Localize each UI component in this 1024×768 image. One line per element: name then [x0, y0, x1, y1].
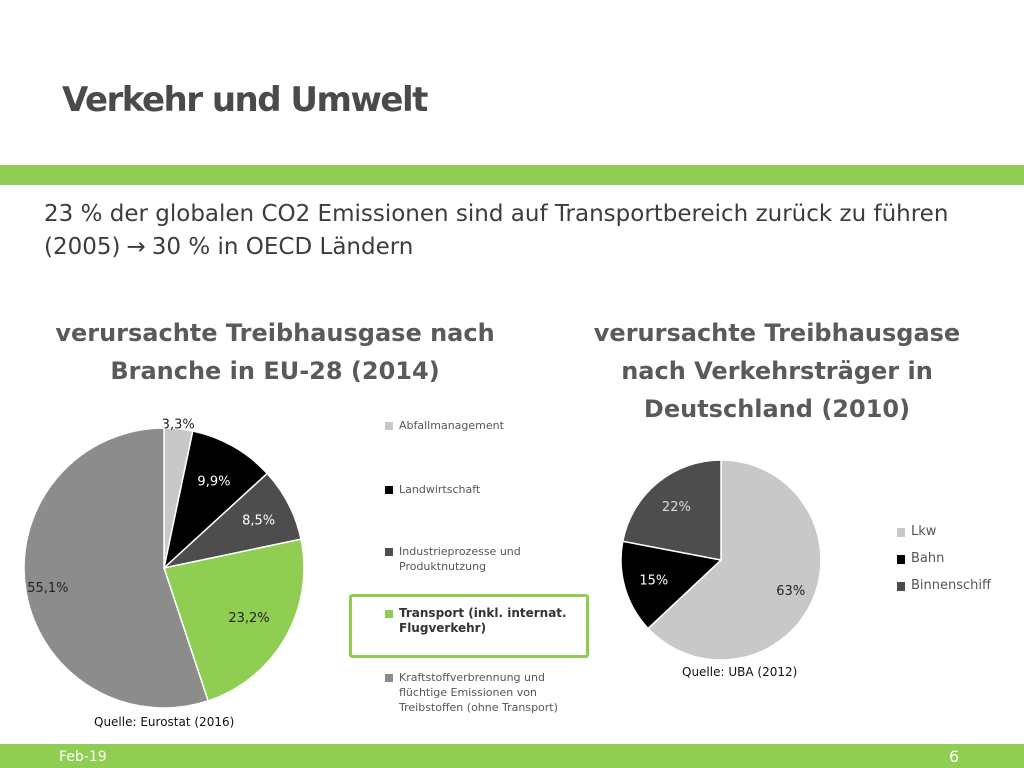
chart1-legend-item: Kraftstoffverbrennung und flüchtige Emis… [385, 670, 585, 715]
chart2-title-line1: verursachte Treibhausgase [593, 319, 961, 347]
legend-swatch [385, 548, 393, 556]
chart1-source: Quelle: Eurostat (2016) [94, 715, 235, 729]
chart2-legend-item: Bahn [897, 551, 944, 566]
slide-title: Verkehr und Umwelt [62, 80, 428, 120]
chart1-data-label-0: 3,3% [162, 418, 195, 433]
chart1-legend-item: Industrieprozesse und Produktnutzung [385, 544, 585, 574]
transport-highlight-box [349, 594, 589, 658]
legend-swatch [897, 582, 905, 591]
intro-text: 23 % der globalen CO2 Emissionen sind au… [44, 198, 984, 264]
arrow-right-icon: → [126, 234, 146, 260]
chart1-legend-label: Kraftstoffverbrennung und flüchtige Emis… [399, 671, 558, 714]
chart2-legend-label: Lkw [911, 524, 937, 539]
chart1-slice-4 [23, 427, 210, 709]
chart1-title-line1: verursachte Treibhausgase nach [55, 319, 495, 347]
legend-swatch [897, 528, 905, 537]
chart2-title-line3: Deutschland (2010) [643, 395, 911, 423]
chart2-slice-0 [647, 459, 822, 661]
chart2-data-label-2: 22% [662, 500, 691, 515]
intro-year: (2005) [44, 234, 121, 260]
chart1-legend-label: Abfallmanagement [399, 419, 504, 432]
chart2-legend-item: Lkw [897, 524, 936, 539]
chart1-slice-1 [162, 430, 269, 571]
chart1-slice-3 [163, 538, 305, 702]
chart1-data-label-2: 8,5% [242, 513, 275, 528]
chart2-slice-2 [621, 459, 722, 561]
intro-line-1: 23 % der globalen CO2 Emissionen sind au… [44, 201, 949, 227]
legend-swatch [385, 610, 393, 618]
footer-band [0, 744, 1024, 768]
legend-swatch [385, 674, 393, 682]
chart2-title: verursachte Treibhausgase nach Verkehrst… [580, 314, 974, 428]
footer-date: Feb-19 [59, 749, 107, 765]
chart2-data-label-0: 63% [776, 584, 805, 599]
intro-oecd: 30 % in OECD Ländern [151, 234, 414, 260]
chart1-data-label-4: 55,1% [27, 581, 68, 596]
chart1-legend-item: Landwirtschaft [385, 482, 585, 497]
chart2-legend-item: Binnenschiff [897, 578, 991, 593]
legend-swatch [385, 422, 393, 430]
chart1-title: verursachte Treibhausgase nach Branche i… [40, 314, 510, 390]
chart2-data-label-1: 15% [639, 574, 668, 589]
chart1-data-label-3: 23,2% [228, 611, 269, 626]
intro-line-2: (2005) → 30 % in OECD Ländern [44, 231, 984, 264]
chart1-legend-label: Industrieprozesse und Produktnutzung [399, 545, 521, 573]
chart1-legend-item: Transport (inkl. internat. Flugverkehr) [385, 606, 585, 636]
chart2-legend-label: Bahn [911, 551, 945, 566]
footer-page-number: 6 [949, 747, 960, 766]
legend-swatch [897, 555, 905, 564]
chart2-title-line2: nach Verkehrsträger in [621, 357, 933, 385]
chart2-source: Quelle: UBA (2012) [682, 665, 798, 679]
chart2-legend-label: Binnenschiff [911, 578, 991, 593]
chart1-data-label-1: 9,9% [197, 474, 230, 489]
chart1-legend-label: Landwirtschaft [399, 483, 481, 496]
legend-swatch [385, 486, 393, 494]
title-divider-band [0, 165, 1024, 185]
chart1-legend-label: Transport (inkl. internat. Flugverkehr) [399, 606, 567, 635]
chart2-slice-1 [620, 540, 723, 630]
chart1-legend-item: Abfallmanagement [385, 418, 585, 433]
chart1-title-line2: Branche in EU-28 (2014) [110, 357, 440, 385]
